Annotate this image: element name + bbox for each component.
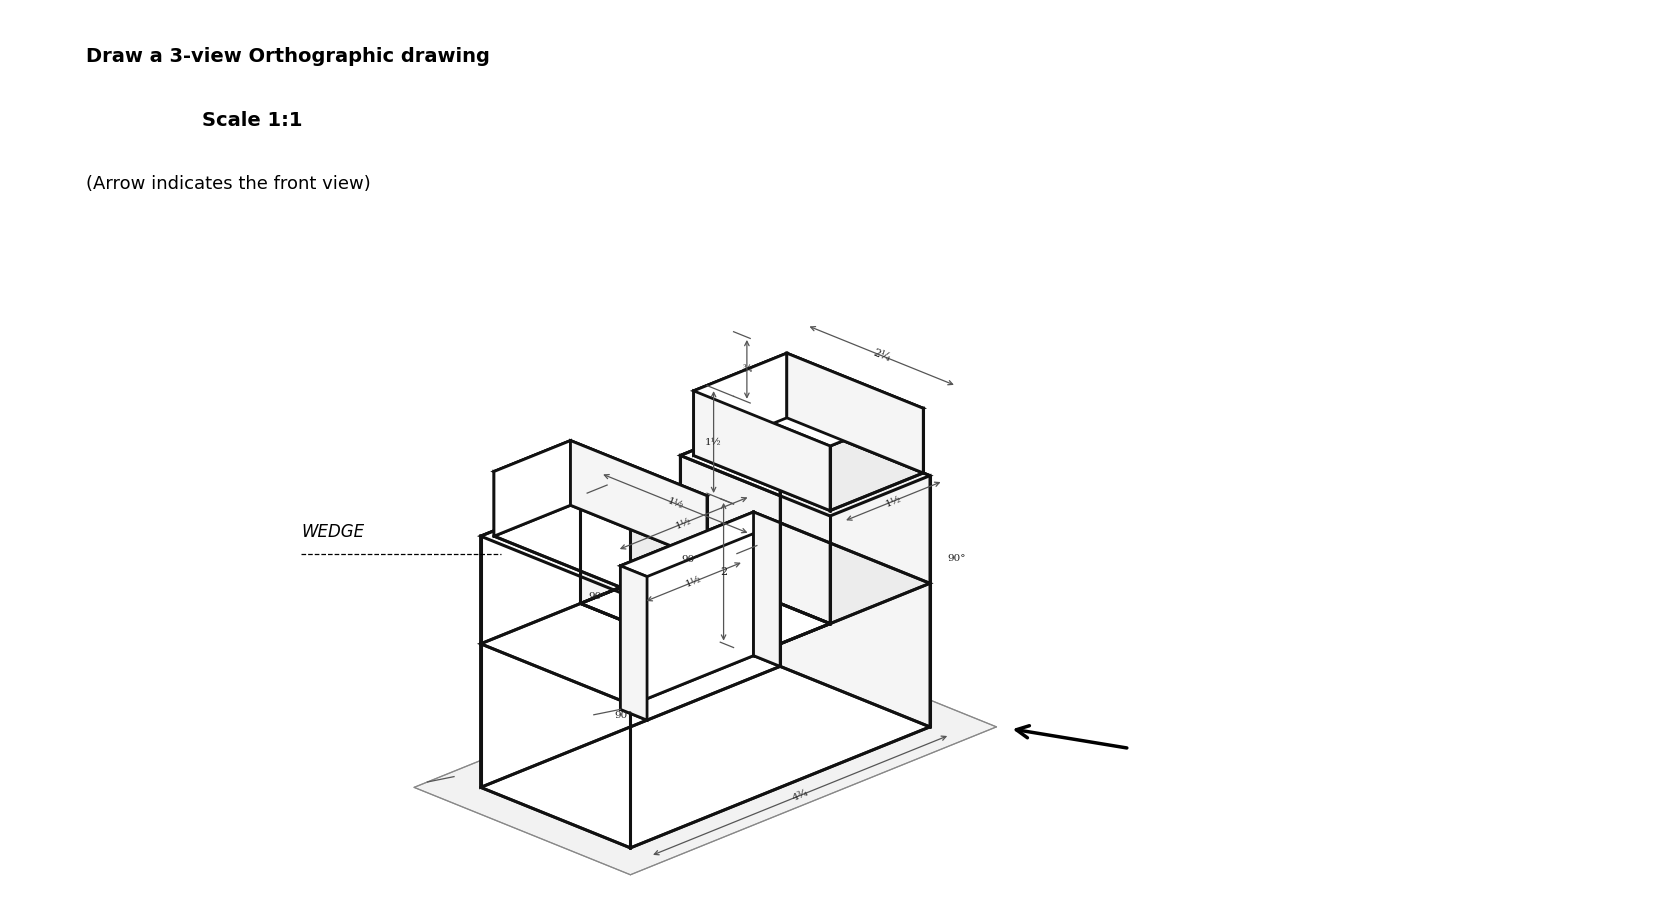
Text: WEDGE: WEDGE [301,523,364,541]
Text: Draw a 3-view Orthographic drawing: Draw a 3-view Orthographic drawing [85,47,489,66]
Text: Scale 1:1: Scale 1:1 [201,111,303,130]
Text: 2¼: 2¼ [870,348,892,364]
Text: 90°: 90° [681,555,699,564]
Text: ¾: ¾ [742,365,750,374]
Polygon shape [631,496,707,591]
Text: 1½: 1½ [674,516,692,531]
Polygon shape [621,566,647,720]
Polygon shape [621,512,754,710]
Polygon shape [631,583,930,848]
Polygon shape [830,408,924,511]
Polygon shape [730,624,830,664]
Text: 4¾: 4¾ [790,788,809,802]
Text: 1½: 1½ [706,437,722,447]
Polygon shape [681,415,930,516]
Text: 2: 2 [719,567,727,577]
Polygon shape [414,639,995,875]
Polygon shape [621,512,780,577]
Polygon shape [681,456,830,624]
Polygon shape [631,557,730,704]
Polygon shape [581,563,681,603]
Polygon shape [681,415,780,563]
Text: 1½: 1½ [666,496,684,511]
Polygon shape [780,523,930,727]
Text: 1½: 1½ [884,494,902,509]
Polygon shape [694,353,924,446]
Polygon shape [694,353,787,456]
Polygon shape [571,440,707,560]
Polygon shape [494,471,631,591]
Text: 1½: 1½ [684,575,702,589]
Text: 90°: 90° [947,554,965,563]
Polygon shape [581,496,730,664]
Polygon shape [481,523,780,788]
Polygon shape [581,563,830,664]
Polygon shape [780,415,930,583]
Polygon shape [481,496,581,644]
Polygon shape [830,476,930,624]
Polygon shape [494,440,707,526]
Polygon shape [481,496,730,597]
Polygon shape [481,536,631,704]
Text: 90°: 90° [587,592,606,602]
Polygon shape [787,353,924,473]
Text: (Arrow indicates the front view): (Arrow indicates the front view) [85,175,369,193]
Polygon shape [694,391,830,511]
Text: 90°: 90° [614,712,632,720]
Polygon shape [754,512,780,667]
Polygon shape [481,523,930,704]
Polygon shape [494,440,571,536]
Polygon shape [481,644,631,848]
